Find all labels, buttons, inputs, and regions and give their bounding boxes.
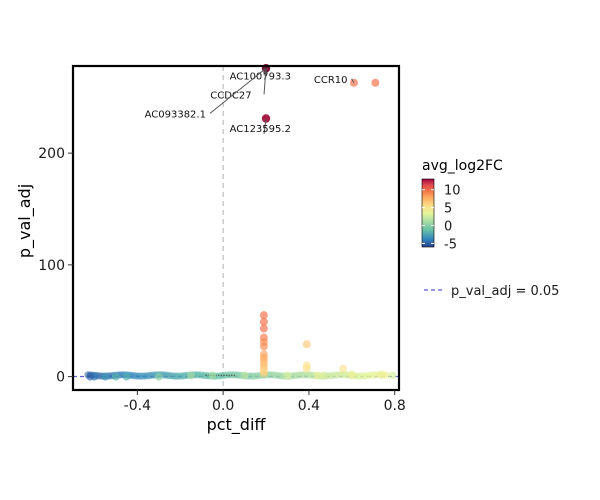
data-point bbox=[259, 317, 268, 326]
annotation-label: AC123595.2 bbox=[230, 124, 291, 135]
annotation-label: AC093382.1 bbox=[145, 109, 206, 120]
dense-mark bbox=[220, 374, 223, 377]
data-point bbox=[259, 342, 268, 351]
data-point bbox=[259, 324, 268, 333]
color-tick-label: -5 bbox=[444, 237, 457, 252]
data-point bbox=[302, 340, 311, 349]
x-axis: -0.4 0.0 0.4 0.8 bbox=[124, 390, 406, 414]
annotation-leader bbox=[263, 68, 267, 95]
dense-mark bbox=[218, 374, 220, 377]
data-point bbox=[302, 364, 311, 373]
color-tick-label: 0 bbox=[444, 220, 452, 235]
plot-area: AC100793.3CCDC27AC093382.1AC123595.2CCR1… bbox=[71, 64, 401, 392]
dense-mark bbox=[223, 374, 225, 377]
annotation-label: CCR10 bbox=[314, 75, 348, 86]
color-tick-label: 10 bbox=[444, 184, 461, 199]
x-axis-title: pct_diff bbox=[207, 415, 267, 435]
data-point bbox=[283, 371, 292, 380]
color-bar bbox=[421, 178, 435, 248]
annotation-leader bbox=[209, 67, 267, 114]
data-point bbox=[347, 370, 356, 379]
data-point bbox=[122, 372, 131, 381]
annotations: AC100793.3CCDC27AC093382.1AC123595.2CCR1… bbox=[145, 67, 355, 135]
data-point bbox=[371, 78, 380, 87]
data-point bbox=[319, 371, 328, 380]
color-tick-label: 5 bbox=[444, 202, 452, 217]
dense-mark bbox=[205, 374, 207, 377]
data-point bbox=[377, 370, 386, 379]
data-point bbox=[154, 372, 163, 381]
data-point bbox=[339, 364, 348, 373]
x-tick-label: 0.4 bbox=[298, 398, 320, 414]
y-axis: 0 100 200 bbox=[38, 146, 73, 386]
x-tick-label: -0.4 bbox=[124, 398, 151, 414]
threshold-legend-label: p_val_adj = 0.05 bbox=[451, 284, 559, 299]
x-tick-label: 0.0 bbox=[212, 398, 234, 414]
y-tick-label: 200 bbox=[38, 146, 65, 162]
dense-mark bbox=[225, 374, 228, 377]
x-tick-label: 0.8 bbox=[384, 398, 406, 414]
data-point bbox=[101, 372, 110, 381]
data-point bbox=[313, 371, 322, 380]
data-point bbox=[240, 371, 249, 380]
data-point bbox=[86, 372, 95, 381]
dense-mark bbox=[228, 374, 230, 377]
annotation-leader bbox=[263, 118, 267, 134]
data-point bbox=[208, 371, 217, 380]
data-point bbox=[259, 311, 268, 320]
y-tick-label: 100 bbox=[38, 258, 65, 274]
y-tick-label: 0 bbox=[56, 370, 65, 386]
annotation-label: AC100793.3 bbox=[230, 71, 291, 82]
data-points bbox=[84, 64, 397, 381]
data-point bbox=[388, 371, 397, 380]
color-legend-title: avg_log2FC bbox=[422, 158, 503, 174]
dense-mark bbox=[233, 374, 236, 377]
data-point bbox=[111, 372, 120, 381]
data-point bbox=[259, 369, 268, 378]
plot-border bbox=[71, 64, 401, 392]
color-legend-ticks: 10 5 0 -5 bbox=[422, 184, 461, 252]
data-point bbox=[186, 371, 195, 380]
threshold-legend: p_val_adj = 0.05 bbox=[424, 284, 559, 299]
dense-mark bbox=[230, 374, 233, 377]
color-legend: avg_log2FC 10 5 0 -5 bbox=[421, 158, 503, 252]
annotation-leader bbox=[351, 78, 355, 84]
y-axis-title: p_val_adj bbox=[15, 184, 35, 258]
